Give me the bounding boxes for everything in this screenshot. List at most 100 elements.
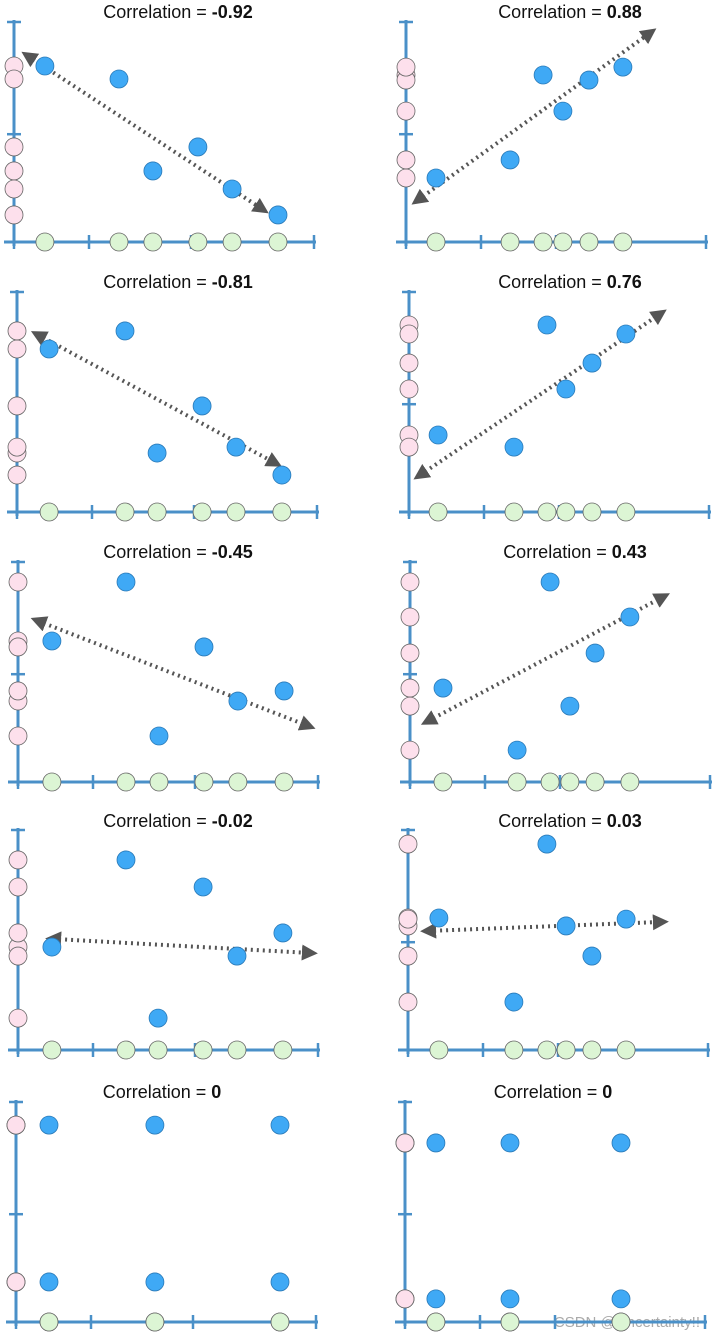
point [116, 572, 136, 592]
x-projection [39, 502, 59, 522]
x-projection [147, 502, 167, 522]
y-projection [4, 161, 24, 181]
y-projection [399, 353, 419, 373]
point [616, 909, 636, 929]
point [147, 443, 167, 463]
x-projection [533, 232, 553, 252]
title-text: Correlation = [498, 2, 602, 22]
x-projection [227, 1040, 247, 1060]
chart-title: Correlation = -0.02 [103, 811, 253, 831]
point [145, 1272, 165, 1292]
x-projection [116, 772, 136, 792]
correlation-value: 0.43 [612, 542, 647, 562]
point [116, 850, 136, 870]
y-projection [8, 850, 28, 870]
y-projection [8, 572, 28, 592]
point [115, 321, 135, 341]
x-projection [556, 1040, 576, 1060]
x-projection [582, 1040, 602, 1060]
y-projection [396, 150, 416, 170]
y-projection [400, 740, 420, 760]
point [39, 1115, 59, 1135]
title-text: Correlation = [498, 811, 602, 831]
point [228, 691, 248, 711]
y-projection [396, 57, 416, 77]
title-text: Correlation = [103, 272, 207, 292]
x-projection [553, 232, 573, 252]
point [500, 1289, 520, 1309]
chart-title: Correlation = 0 [103, 1082, 222, 1102]
point [582, 353, 602, 373]
chart-title: Correlation = 0.43 [503, 542, 647, 562]
x-projection [426, 232, 446, 252]
point [426, 1133, 446, 1153]
point [222, 179, 242, 199]
x-projection [109, 232, 129, 252]
correlation-value: -0.81 [212, 272, 253, 292]
point [426, 168, 446, 188]
trend-arrow [411, 28, 657, 205]
y-projection [399, 324, 419, 344]
correlation-value: 0.03 [607, 811, 642, 831]
point [226, 437, 246, 457]
point [533, 65, 553, 85]
x-projection [611, 1312, 631, 1332]
x-projection [504, 502, 524, 522]
y-projection [399, 437, 419, 457]
point [268, 205, 288, 225]
x-projection [273, 1040, 293, 1060]
title-text: Correlation = [103, 2, 207, 22]
y-projection [7, 321, 27, 341]
point [270, 1115, 290, 1135]
y-projection [396, 168, 416, 188]
x-projection [226, 502, 246, 522]
x-projection [268, 232, 288, 252]
x-projection [428, 502, 448, 522]
x-projection [500, 232, 520, 252]
x-projection [193, 1040, 213, 1060]
y-projection [4, 69, 24, 89]
point [188, 137, 208, 157]
y-projection [400, 607, 420, 627]
x-projection [433, 772, 453, 792]
correlation-value: -0.02 [212, 811, 253, 831]
y-projection [8, 637, 28, 657]
x-projection [560, 772, 580, 792]
point [42, 631, 62, 651]
x-projection [616, 502, 636, 522]
y-projection [4, 137, 24, 157]
x-projection [222, 232, 242, 252]
x-projection [192, 502, 212, 522]
y-projection [4, 205, 24, 225]
y-projection [6, 1272, 26, 1292]
x-projection [35, 232, 55, 252]
title-text: Correlation = [494, 1082, 598, 1102]
point [192, 396, 212, 416]
point [504, 437, 524, 457]
point [500, 1133, 520, 1153]
x-projection [616, 1040, 636, 1060]
chart-title: Correlation = 0 [494, 1082, 613, 1102]
point [620, 607, 640, 627]
point [227, 946, 247, 966]
point [145, 1115, 165, 1135]
point [507, 740, 527, 760]
x-projection [148, 1040, 168, 1060]
y-projection [398, 946, 418, 966]
y-projection [7, 437, 27, 457]
title-text: Correlation = [503, 542, 607, 562]
y-projection [8, 681, 28, 701]
point [579, 70, 599, 90]
y-projection [7, 396, 27, 416]
x-projection [228, 772, 248, 792]
correlation-value: 0.76 [607, 272, 642, 292]
trend-arrow [45, 931, 318, 961]
correlation-value: 0.88 [607, 2, 642, 22]
y-projection [6, 1115, 26, 1135]
chart-title: Correlation = -0.92 [103, 2, 253, 22]
point [270, 1272, 290, 1292]
x-projection [613, 232, 633, 252]
y-projection [400, 572, 420, 592]
point [35, 56, 55, 76]
